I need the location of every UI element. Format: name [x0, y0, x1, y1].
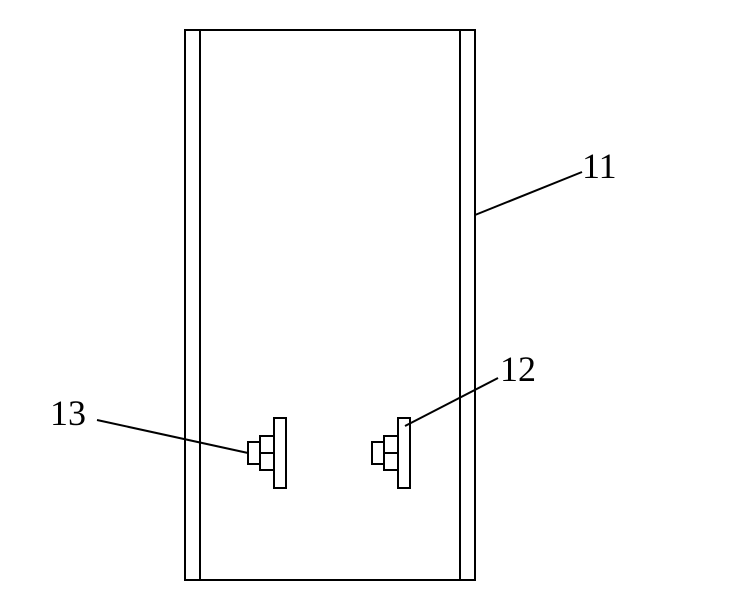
callout-label-12: 12	[500, 348, 536, 390]
callout-label-11: 11	[582, 145, 617, 187]
callout-label-13: 13	[50, 392, 86, 434]
technical-diagram: 11 12 13	[0, 0, 755, 610]
diagram-svg	[0, 0, 755, 610]
